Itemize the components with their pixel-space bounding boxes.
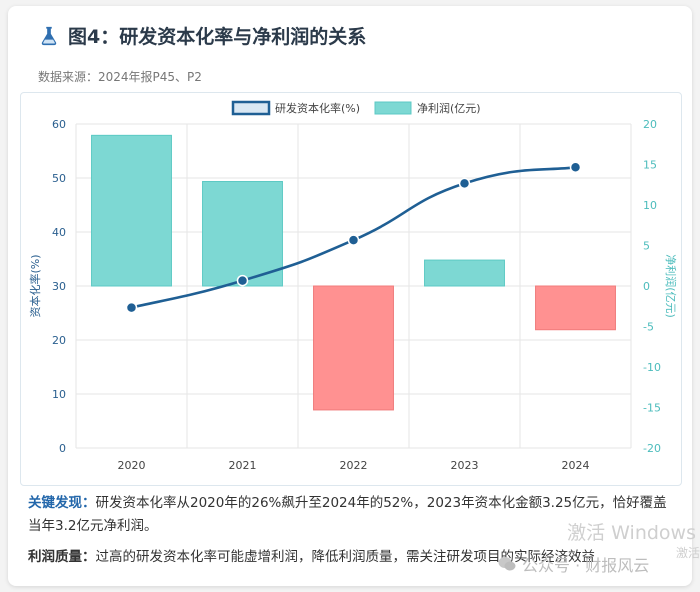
- bar-net-profit-2024: [535, 285, 616, 331]
- left-tick-label: 20: [52, 334, 66, 347]
- legend-swatch-bar: [374, 101, 412, 115]
- left-tick-label: 0: [59, 442, 66, 455]
- right-tick-label: -15: [643, 402, 661, 415]
- chart-area: 0 10 20 30 40 50 60 -20 -15 -10 -5 0 5 10 15 20 资本化率(%) 净…: [20, 92, 682, 486]
- bar-net-profit-2023: [424, 259, 505, 287]
- right-tick-label: -20: [643, 442, 661, 455]
- bar-net-profit-2021: [202, 181, 283, 287]
- right-tick-label: 20: [643, 118, 657, 131]
- legend-swatch-line: [231, 100, 271, 116]
- x-tick-label: 2022: [340, 459, 368, 472]
- finding-key-text: 研发资本化率从2020年的26%飙升至2024年的52%，2023年资本化金额3…: [28, 495, 667, 534]
- x-tick-label: 2020: [118, 459, 146, 472]
- flask-icon: [41, 26, 57, 45]
- point-capitalization-rate-2023: [458, 177, 471, 190]
- left-tick-label: 10: [52, 388, 66, 401]
- right-tick-label: 0: [643, 280, 650, 293]
- right-tick-label: -10: [643, 361, 661, 374]
- point-capitalization-rate-2020: [125, 301, 138, 314]
- left-tick-label: 60: [52, 118, 66, 131]
- activate-watermark-sub: 激活: [675, 546, 700, 560]
- page-title: 图4：研发资本化率与净利润的关系: [68, 26, 367, 48]
- x-tick-label: 2021: [229, 459, 257, 472]
- finding-key: 关键发现：研发资本化率从2020年的26%飙升至2024年的52%，2023年资…: [28, 492, 678, 538]
- activate-watermark: 激活 Windows: [567, 522, 696, 544]
- account-name: 公众号 · 财报风云: [522, 556, 650, 575]
- data-source: 数据来源：2024年报P45、P2: [38, 70, 202, 84]
- x-tick-label: 2024: [562, 459, 590, 472]
- chart-title: 图4：研发资本化率与净利润的关系: [38, 22, 366, 49]
- finding-key-label: 关键发现：: [28, 495, 96, 511]
- left-tick-label: 50: [52, 172, 66, 185]
- right-tick-label: 15: [643, 159, 657, 172]
- wechat-icon: [498, 557, 516, 571]
- point-capitalization-rate-2022: [347, 234, 360, 246]
- bar-net-profit-2022: [313, 285, 394, 411]
- left-tick-label: 30: [52, 280, 66, 293]
- right-tick-label: -5: [643, 321, 654, 334]
- point-capitalization-rate-2021: [236, 274, 249, 287]
- bar-net-profit-2020: [91, 134, 172, 287]
- left-axis-title: 资本化率(%): [28, 254, 42, 317]
- findings: 关键发现：研发资本化率从2020年的26%飙升至2024年的52%，2023年资…: [28, 492, 678, 577]
- right-tick-label: 10: [643, 199, 657, 212]
- account-watermark: 公众号 · 财报风云: [498, 552, 649, 576]
- right-axis-title: 净利润(亿元): [664, 254, 678, 318]
- right-tick-label: 5: [643, 240, 650, 253]
- left-tick-label: 40: [52, 226, 66, 239]
- finding-quality-label: 利润质量：: [28, 549, 96, 565]
- finding-quality-text: 过高的研发资本化率可能虚增利润，降低利润质量，需关注研发项目的实际经济效益: [95, 549, 596, 565]
- combo-chart: 0 10 20 30 40 50 60 -20 -15 -10 -5 0 5 10 15 20 资本化率(%) 净…: [28, 100, 678, 472]
- x-tick-label: 2023: [451, 459, 479, 472]
- finding-quality: 利润质量：过高的研发资本化率可能虚增利润，降低利润质量，需关注研发项目的实际经济…: [28, 546, 678, 569]
- legend-label-line: 研发资本化率(%): [275, 101, 360, 115]
- point-capitalization-rate-2024: [569, 161, 582, 173]
- legend-label-bar: 净利润(亿元): [417, 101, 481, 115]
